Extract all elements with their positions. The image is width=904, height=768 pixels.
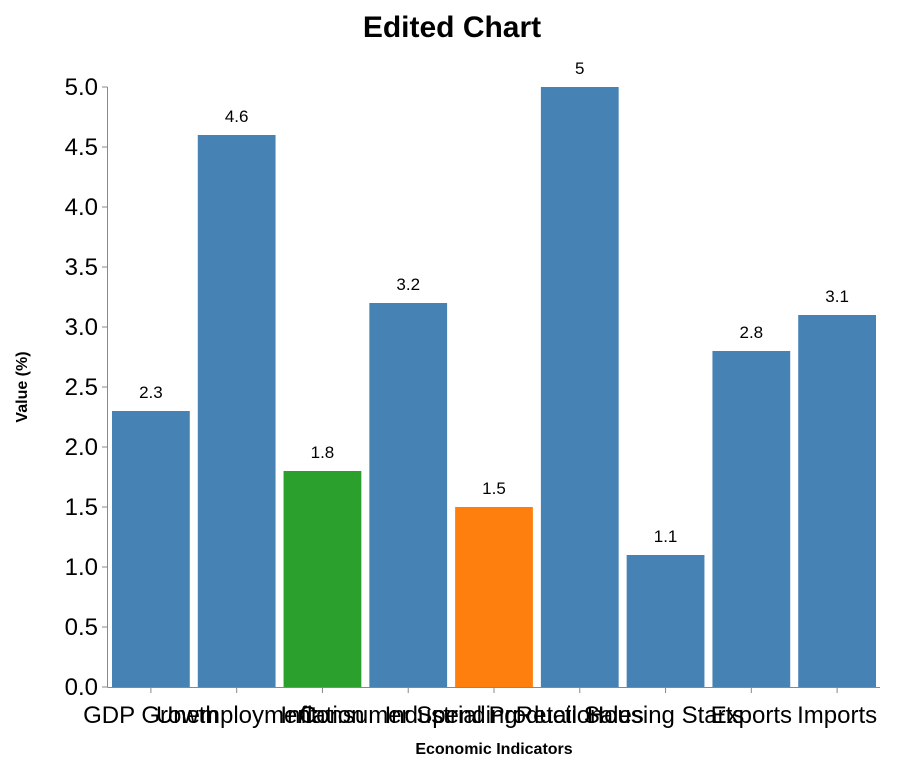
bar <box>112 411 190 687</box>
bar <box>455 507 533 687</box>
bar <box>540 87 619 687</box>
y-axis: 0.0 0.5 1.0 1.5 2.0 2.5 3.0 3.5 4.0 4.5 5.0 <box>65 74 108 701</box>
data-label: 2.8 <box>740 323 764 342</box>
bar <box>283 471 362 687</box>
y-tick-label: 0.5 <box>65 614 98 641</box>
data-label: 2.3 <box>139 383 163 402</box>
data-label: 1.1 <box>654 527 678 546</box>
data-label: 1.5 <box>482 479 506 498</box>
x-tick-label: Inflation <box>280 702 364 729</box>
x-tick-label: Exports <box>711 702 792 729</box>
data-label: 1.8 <box>311 443 335 462</box>
data-label: 3.1 <box>825 287 849 306</box>
data-label: 3.2 <box>396 275 420 294</box>
y-tick-label: 1.0 <box>65 554 98 581</box>
x-axis: GDP GrowthUnemploymentInflationConsumer … <box>83 687 880 729</box>
y-tick-label: 1.5 <box>65 494 98 521</box>
bars: 2.3 4.6 1.8 3.2 1.5 5 1.1 2.8 3.1 <box>112 59 876 687</box>
y-tick-label: 2.5 <box>65 374 98 401</box>
bar <box>626 555 705 687</box>
x-tick-label: Consumer Spending <box>299 702 518 729</box>
x-tick-label: Imports <box>797 702 877 729</box>
bar <box>197 135 276 687</box>
y-tick-label: 4.5 <box>65 134 98 161</box>
x-tick-label: Housing Starts <box>587 702 744 729</box>
x-tick-label: GDP Growth <box>83 702 219 729</box>
y-tick-label: 4.0 <box>65 194 98 221</box>
bar <box>712 351 791 687</box>
chart-title: Edited Chart <box>363 11 541 44</box>
x-axis-title: Economic Indicators <box>415 741 572 758</box>
y-tick-label: 3.0 <box>65 314 98 341</box>
x-tick-label: Industrial Production <box>385 702 604 729</box>
y-tick-label: 5.0 <box>65 74 98 101</box>
data-label: 5 <box>575 59 584 78</box>
y-axis-title: Value (%) <box>14 351 31 422</box>
x-tick-label: Unemployment <box>156 702 318 729</box>
bar <box>798 315 876 687</box>
y-tick-label: 0.0 <box>65 674 98 701</box>
y-tick-label: 2.0 <box>65 434 98 461</box>
y-tick-label: 3.5 <box>65 254 98 281</box>
x-tick-label: Retail Sales <box>516 702 644 729</box>
data-label: 4.6 <box>225 107 249 126</box>
bar <box>369 303 448 687</box>
